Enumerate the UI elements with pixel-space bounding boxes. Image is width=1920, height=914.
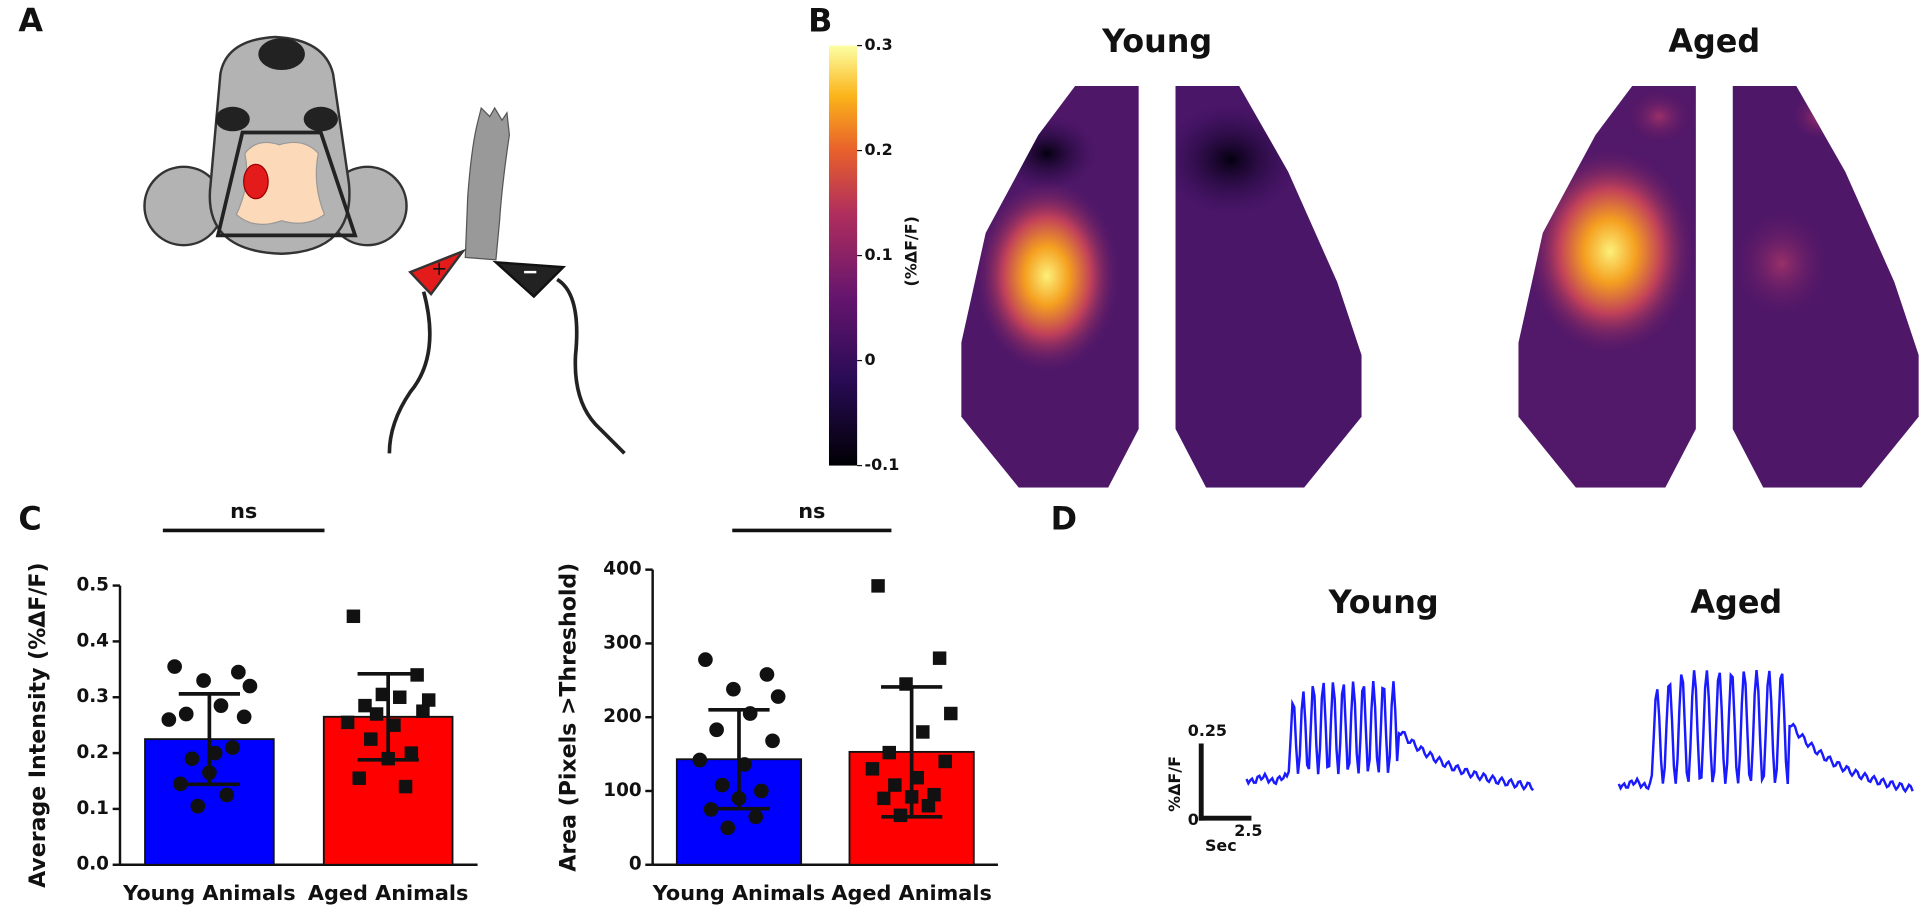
scale-y-unit: %ΔF/F [1165, 756, 1184, 812]
data-point [737, 757, 752, 772]
y-tick-label: 0.0 [76, 854, 109, 875]
data-point [387, 718, 401, 732]
data-point [340, 715, 355, 730]
x-tick-label: Aged Animals [308, 881, 468, 905]
y-axis-label: Area (Pixels >Threshold) [556, 563, 581, 872]
y-tick-label: 400 [603, 559, 641, 580]
trace [1245, 680, 1535, 792]
data-point [754, 783, 769, 799]
significance-label: ns [798, 499, 825, 523]
colorbar-tick-label: 0.2 [864, 140, 892, 159]
mouse-diagram: + [143, 35, 626, 455]
data-point [882, 745, 896, 760]
y-tick-label: 0.2 [76, 742, 109, 763]
data-point [714, 777, 730, 793]
scale-y-bottom: 0 [1188, 810, 1199, 829]
data-point [219, 787, 235, 803]
panel-label: C [18, 500, 41, 538]
heatmap-title: Young [1101, 22, 1212, 60]
data-point [932, 651, 947, 665]
y-axis-label: Average Intensity (%ΔF/F) [26, 562, 51, 887]
y-tick-label: 0 [629, 854, 642, 875]
y-tick-label: 200 [603, 706, 641, 727]
colorbar-tick-label: 0 [864, 350, 875, 369]
data-point [346, 609, 361, 624]
data-point [726, 681, 741, 697]
heatmap-aged [1518, 85, 1919, 488]
data-point [190, 798, 206, 814]
y-tick-label: 0.4 [76, 630, 109, 651]
data-point [865, 762, 880, 776]
data-point [748, 809, 764, 825]
data-point [421, 693, 436, 707]
data-point [167, 659, 182, 674]
x-tick-label: Aged Animals [831, 881, 991, 905]
y-tick-label: 0.5 [76, 575, 109, 596]
scale-y-top: 0.25 [1188, 721, 1227, 740]
data-point [393, 690, 407, 704]
data-point [871, 579, 885, 593]
colorbar-tick-label: 0.1 [864, 245, 892, 264]
data-point [242, 678, 258, 694]
data-point [938, 754, 952, 769]
data-point [207, 745, 223, 761]
data-point [927, 787, 941, 802]
data-point [196, 673, 211, 688]
data-point [225, 740, 240, 755]
data-point [231, 664, 246, 680]
data-point [375, 687, 390, 702]
data-point [178, 706, 194, 722]
y-tick-label: 300 [603, 632, 641, 653]
data-point [916, 725, 930, 739]
panel-label: D [1051, 500, 1077, 538]
data-point [692, 752, 708, 768]
data-point [404, 746, 419, 760]
heatmap-title: Aged [1668, 22, 1760, 60]
data-point [364, 732, 378, 746]
data-point [161, 712, 177, 727]
trace-title: Young [1328, 583, 1439, 621]
significance-label: ns [230, 499, 257, 523]
trace-title: Aged [1690, 583, 1782, 621]
data-point [944, 706, 958, 721]
y-tick-label: 0.1 [76, 798, 109, 819]
data-point [921, 799, 936, 813]
data-point [358, 698, 372, 713]
x-tick-label: Young Animals [122, 881, 295, 905]
data-point [698, 652, 713, 668]
colorbar [828, 45, 858, 466]
heatmap-young [961, 85, 1362, 488]
data-point [236, 709, 252, 725]
data-point [720, 820, 736, 836]
data-point [416, 704, 430, 718]
colorbar-label: (%ΔF/F) [902, 216, 921, 286]
colorbar-tick-label: 0.3 [864, 35, 892, 54]
data-point [765, 733, 780, 749]
data-point [369, 707, 384, 721]
scale-x-length: 2.5 [1234, 821, 1262, 840]
panel-label: A [18, 1, 43, 39]
y-tick-label: 0.3 [76, 686, 109, 707]
data-point [770, 689, 786, 704]
svg-text:+: + [431, 257, 447, 280]
trace [1617, 669, 1914, 794]
scale-x-unit: Sec [1205, 836, 1237, 855]
data-point [352, 771, 366, 785]
data-point [398, 779, 413, 794]
data-point [709, 722, 724, 738]
data-point [759, 667, 775, 682]
colorbar-tick-label: -0.1 [864, 455, 899, 474]
data-point [184, 751, 200, 767]
data-point [213, 698, 229, 713]
data-point [876, 791, 891, 806]
y-tick-label: 100 [603, 780, 641, 801]
x-tick-label: Young Animals [652, 881, 825, 905]
data-point [888, 778, 902, 792]
panel-label: B [808, 1, 832, 39]
data-point [910, 770, 924, 785]
